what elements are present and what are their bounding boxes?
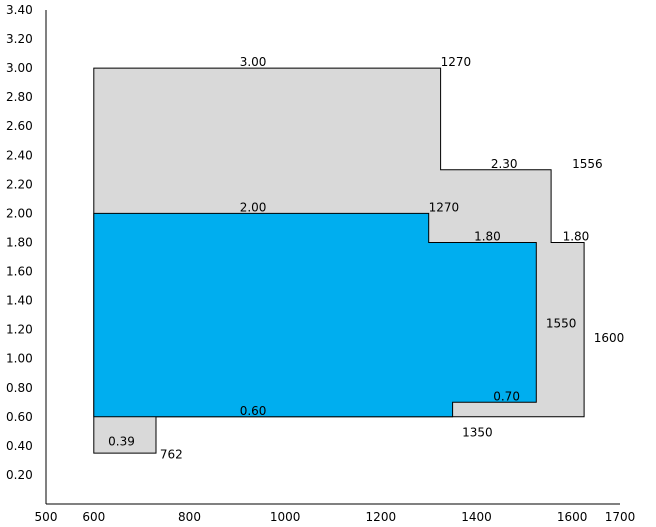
y-tick-label-6: 1.40 [6, 294, 33, 308]
x-tick-label-2: 800 [178, 510, 201, 524]
y-tick-label-4: 1.00 [6, 352, 33, 366]
y-tick-label-15: 3.20 [6, 32, 33, 46]
axes-layer: 0.20 0.40 0.60 0.80 1.00 1.20 1.40 1.60 1.80 2.00… [6, 3, 635, 524]
y-tick-label-7: 1.60 [6, 265, 33, 279]
x-tick-label-5: 1400 [461, 510, 492, 524]
annotation-label-1: 1270 [441, 55, 472, 69]
annotation-label-7: 1.80 [563, 229, 590, 243]
region-1 [93, 212, 537, 418]
y-tick-label-16: 3.40 [6, 3, 33, 17]
y-tick-label-0: 0.20 [6, 468, 33, 482]
y-tick-label-3: 0.80 [6, 381, 33, 395]
y-tick-label-14: 3.00 [6, 61, 33, 75]
x-tick-label-0: 500 [35, 510, 58, 524]
annotation-label-8: 1550 [546, 317, 577, 331]
x-tick-label-4: 1200 [366, 510, 397, 524]
annotations-layer: 3.00 1270 2.30 1556 2.00 1270 1.80 1.80 1550 1600… [108, 55, 624, 461]
annotation-label-14: 762 [160, 447, 183, 461]
annotation-label-5: 1270 [429, 200, 460, 214]
y-tick-label-9: 2.00 [6, 206, 33, 220]
x-tick-label-1: 600 [82, 510, 105, 524]
annotation-label-13: 0.39 [108, 434, 135, 448]
x-tick-label-7: 1700 [605, 510, 636, 524]
annotation-label-2: 2.30 [491, 157, 518, 171]
annotation-label-4: 2.00 [240, 200, 267, 214]
y-tick-label-12: 2.60 [6, 119, 33, 133]
regions-layer [93, 67, 585, 454]
y-tick-label-2: 0.60 [6, 410, 33, 424]
y-tick-label-5: 1.20 [6, 323, 33, 337]
y-tick-label-1: 0.40 [6, 439, 33, 453]
annotation-label-9: 1600 [594, 331, 625, 345]
y-tick-label-8: 1.80 [6, 235, 33, 249]
y-tick-label-10: 2.20 [6, 177, 33, 191]
annotation-label-10: 0.70 [493, 389, 520, 403]
annotation-label-11: 0.60 [240, 404, 267, 418]
annotation-label-0: 3.00 [240, 55, 267, 69]
annotation-label-3: 1556 [572, 157, 603, 171]
x-tick-label-6: 1600 [557, 510, 588, 524]
y-tick-label-11: 2.40 [6, 148, 33, 162]
y-tick-label-13: 2.80 [6, 90, 33, 104]
annotation-label-6: 1.80 [474, 229, 501, 243]
x-tick-label-3: 1000 [270, 510, 301, 524]
annotation-label-12: 1350 [462, 426, 493, 440]
